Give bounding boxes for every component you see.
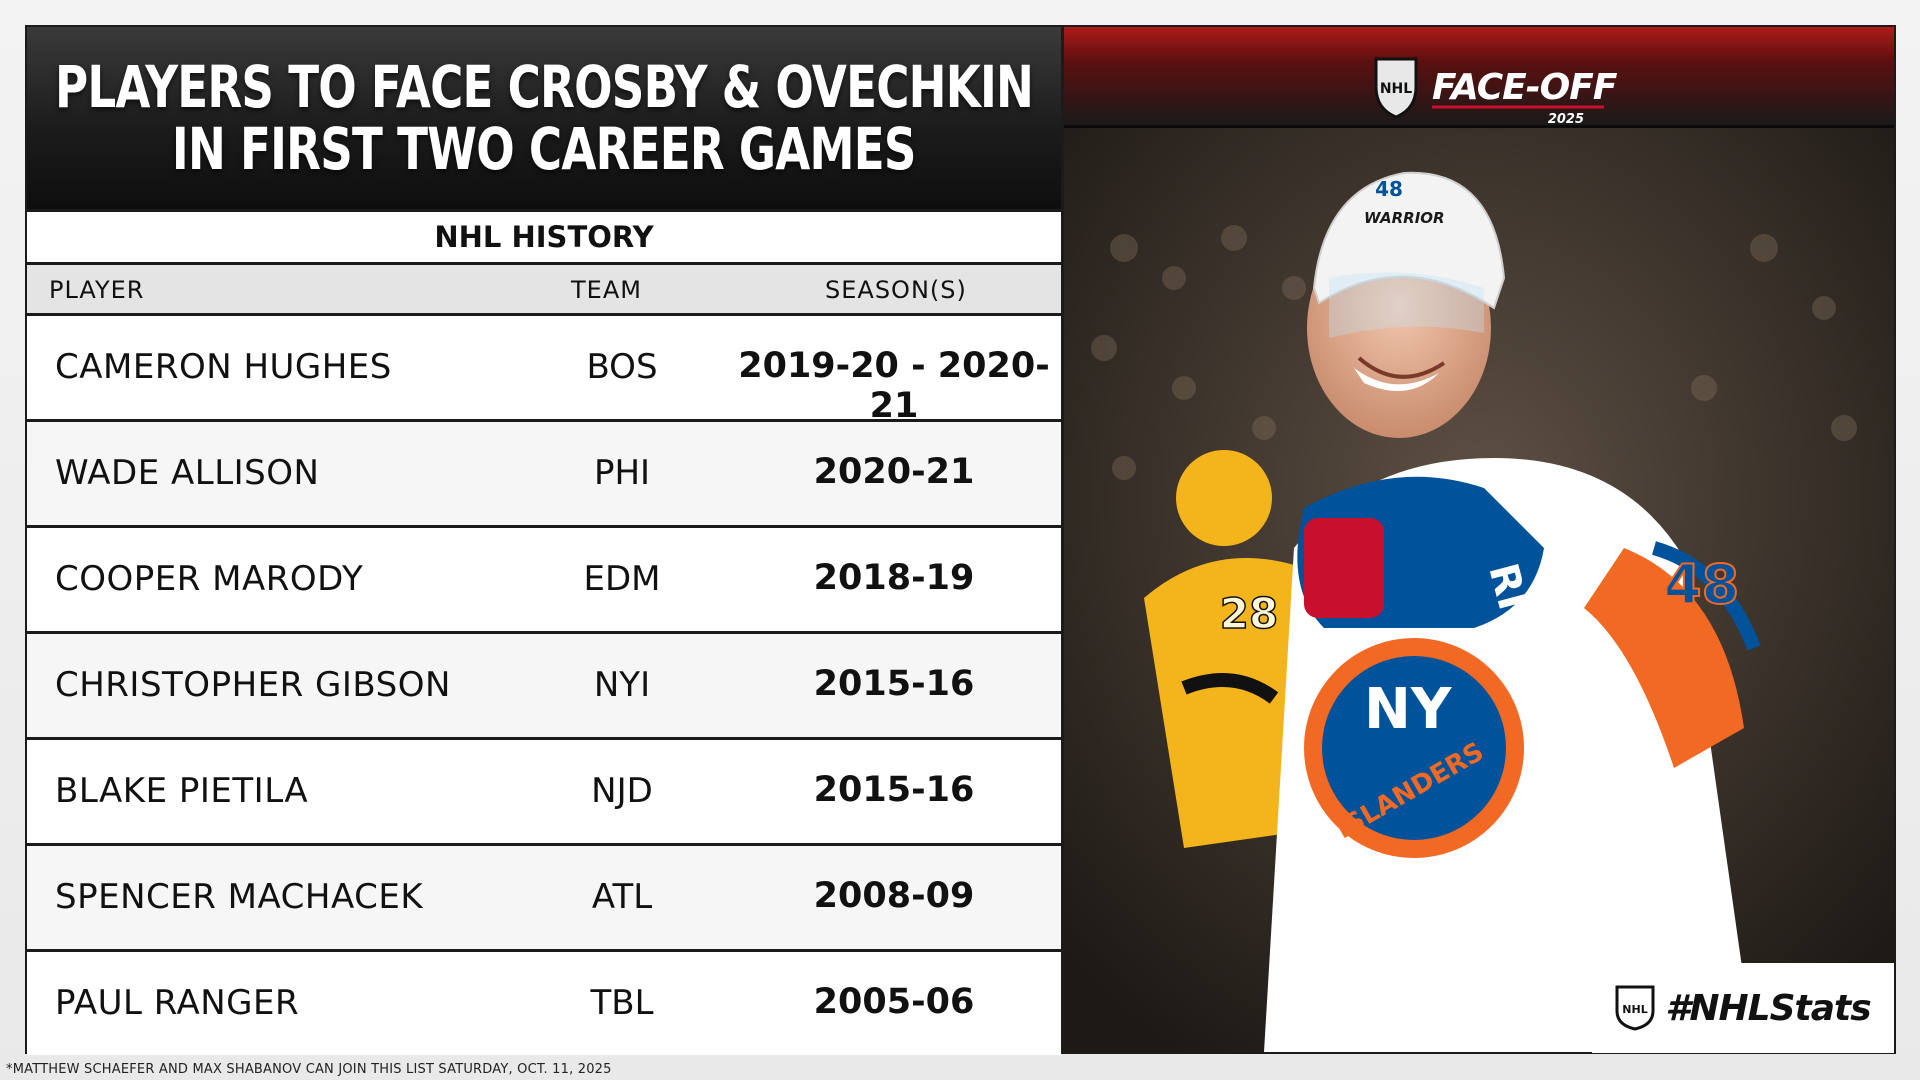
faceoff-banner: NHL FACE-OFF 2025: [1064, 27, 1894, 128]
jersey-ny-letters: NY: [1364, 677, 1453, 742]
table-row: CHRISTOPHER GIBSON NYI 2015-16: [27, 634, 1061, 737]
season-value: 2015-16: [813, 664, 975, 704]
hashtag-text: #NHLStats: [1665, 987, 1871, 1029]
stats-panel: PLAYERS TO FACE CROSBY & OVECHKIN IN FIR…: [27, 27, 1061, 1055]
player-name: BLAKE PIETILA: [55, 771, 309, 811]
player-illustration: 28 48 NY ISLANDERS RIOR: [1064, 128, 1894, 1052]
player-name: CHRISTOPHER GIBSON: [55, 665, 451, 705]
column-seasons: SEASON(S): [825, 276, 967, 304]
table-column-header: PLAYER TEAM SEASON(S): [27, 265, 1061, 313]
table-row: COOPER MARODY EDM 2018-19: [27, 528, 1061, 631]
team-code: TBL: [590, 983, 654, 1023]
player-name: CAMERON HUGHES: [55, 347, 392, 387]
player-name: WADE ALLISON: [55, 453, 320, 493]
player-name: PAUL RANGER: [55, 983, 300, 1023]
team-code: NYI: [593, 665, 651, 705]
title-line-1: PLAYERS TO FACE CROSBY & OVECHKIN: [54, 53, 1034, 121]
nhlstats-badge: NHL #NHLStats: [1592, 963, 1894, 1053]
team-code: NJD: [591, 771, 653, 811]
table-row: BLAKE PIETILA NJD 2015-16: [27, 740, 1061, 843]
table-row: CAMERON HUGHES BOS 2019-20 - 2020-21: [27, 316, 1061, 426]
nhl-shield-icon: NHL: [1374, 57, 1418, 119]
table-subheader: NHL HISTORY: [27, 212, 1061, 262]
crowd-background: [1091, 225, 1857, 480]
opponent-number: 28: [1220, 589, 1278, 638]
season-value: 2005-06: [813, 982, 975, 1022]
team-code: ATL: [591, 877, 653, 917]
player-photo: 28 48 NY ISLANDERS RIOR: [1064, 128, 1894, 1052]
season-value: 2018-19: [813, 558, 975, 598]
season-value: 2015-16: [813, 770, 975, 810]
table-row: SPENCER MACHACEK ATL 2008-09: [27, 846, 1061, 949]
table-body: CAMERON HUGHES BOS 2019-20 - 2020-21 WAD…: [27, 316, 1061, 1058]
photo-panel: NHL FACE-OFF 2025: [1064, 27, 1894, 1052]
player-name: COOPER MARODY: [55, 559, 364, 599]
nhl-shield-text: NHL: [1380, 81, 1412, 97]
season-value: 2008-09: [813, 876, 975, 916]
title-box: PLAYERS TO FACE CROSBY & OVECHKIN IN FIR…: [27, 27, 1061, 209]
faceoff-wordmark: FACE-OFF: [1432, 67, 1618, 108]
table-row: PAUL RANGER TBL 2005-06: [27, 952, 1061, 1055]
team-code: PHI: [593, 453, 651, 493]
helmet-number: 48: [1375, 177, 1403, 201]
season-value: 2020-21: [813, 452, 975, 492]
nhl-shield-text: NHL: [1623, 1003, 1648, 1016]
player-name: SPENCER MACHACEK: [55, 877, 424, 917]
column-player: PLAYER: [49, 276, 145, 304]
jersey-number: 48: [1664, 553, 1739, 616]
title-line-2: IN FIRST TWO CAREER GAMES: [172, 115, 917, 183]
table-row: WADE ALLISON PHI 2020-21: [27, 422, 1061, 525]
opponent-player: 28: [1144, 450, 1324, 848]
team-code: EDM: [583, 559, 661, 599]
column-team: TEAM: [571, 276, 642, 304]
faceoff-logo: NHL FACE-OFF 2025: [1374, 57, 1619, 127]
nhl-shield-icon: NHL: [1615, 985, 1655, 1031]
season-value: 2019-20 - 2020-21: [738, 346, 1050, 426]
islanders-player: 48 NY ISLANDERS RIOR WARRIOR 48: [1264, 171, 1761, 1052]
footnote: *MATTHEW SCHAEFER AND MAX SHABANOV CAN J…: [6, 1062, 612, 1077]
graphic-frame: PLAYERS TO FACE CROSBY & OVECHKIN IN FIR…: [25, 25, 1896, 1055]
team-code: BOS: [586, 347, 658, 387]
helmet-brand: WARRIOR: [1364, 209, 1445, 227]
faceoff-year: 2025: [1548, 112, 1584, 125]
